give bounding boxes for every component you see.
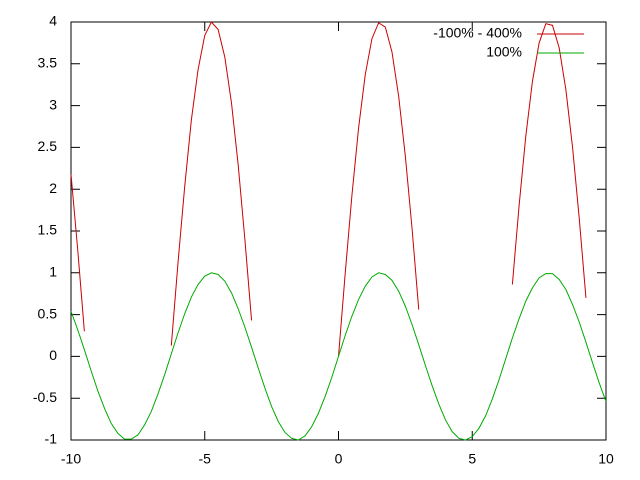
legend-label: 100% <box>486 44 522 60</box>
y-tick-label: -1 <box>45 431 58 447</box>
y-tick-label: 4 <box>49 13 57 29</box>
series-line <box>70 21 587 357</box>
y-tick-label: 3 <box>49 96 57 112</box>
y-tick-label: 0 <box>49 347 57 363</box>
y-tick-label: -0.5 <box>33 389 57 405</box>
plot-border <box>70 21 607 441</box>
x-tick-label: 10 <box>598 451 614 467</box>
y-tick-label: 2.5 <box>38 138 58 154</box>
x-tick-label: -5 <box>199 451 212 467</box>
legend-label: -100% - 400% <box>433 25 522 41</box>
series-line <box>70 272 607 441</box>
y-tick-label: 1.5 <box>38 222 58 238</box>
x-tick-label: -10 <box>61 451 81 467</box>
y-tick-label: 3.5 <box>38 55 58 71</box>
y-tick-label: 1 <box>49 264 57 280</box>
y-tick-label: 2 <box>49 180 57 196</box>
x-tick-label: 0 <box>335 451 343 467</box>
x-tick-label: 5 <box>468 451 476 467</box>
y-tick-label: 0.5 <box>38 305 58 321</box>
